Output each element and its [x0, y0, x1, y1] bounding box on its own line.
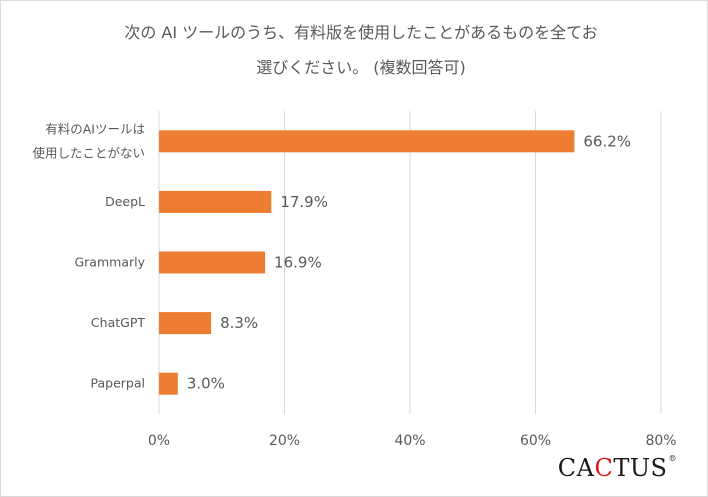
chart-title: 次の AI ツールのうち、有料版を使用したことがあるものを全てお 選びください。…: [61, 15, 661, 85]
logo-prefix: CA: [557, 454, 595, 482]
x-tick-label: 0%: [148, 433, 170, 449]
bar-3: [159, 312, 212, 335]
bar-0: [159, 130, 575, 153]
data-label: 66.2%: [583, 132, 631, 150]
bar-4: [159, 372, 178, 395]
x-tick-label: 40%: [394, 433, 425, 449]
data-label: 8.3%: [220, 314, 258, 332]
category-label: 有料のAIツールは: [45, 121, 145, 136]
bar-1: [159, 190, 272, 213]
data-label: 17.9%: [280, 193, 328, 211]
x-tick-label: 80%: [645, 433, 676, 449]
logo-accent-letter: C: [594, 454, 614, 482]
category-label: DeepL: [105, 194, 145, 209]
category-label: 使用したことがない: [32, 145, 145, 160]
cactus-logo: CACTUS®: [558, 454, 677, 482]
x-tick-label: 20%: [269, 433, 300, 449]
chart-title-line-2: 選びください。 (複数回答可): [256, 58, 466, 77]
category-label: ChatGPT: [91, 315, 145, 330]
data-label: 3.0%: [187, 375, 225, 393]
chart-title-line-1: 次の AI ツールのうち、有料版を使用したことがあるものを全てお: [124, 23, 598, 42]
data-label: 16.9%: [274, 254, 322, 272]
category-label: Grammarly: [74, 255, 145, 270]
logo-suffix: TUS: [613, 454, 668, 482]
bar-2: [159, 251, 266, 274]
category-label: Paperpal: [91, 376, 145, 391]
registered-mark: ®: [668, 454, 677, 463]
x-tick-label: 60%: [520, 433, 551, 449]
